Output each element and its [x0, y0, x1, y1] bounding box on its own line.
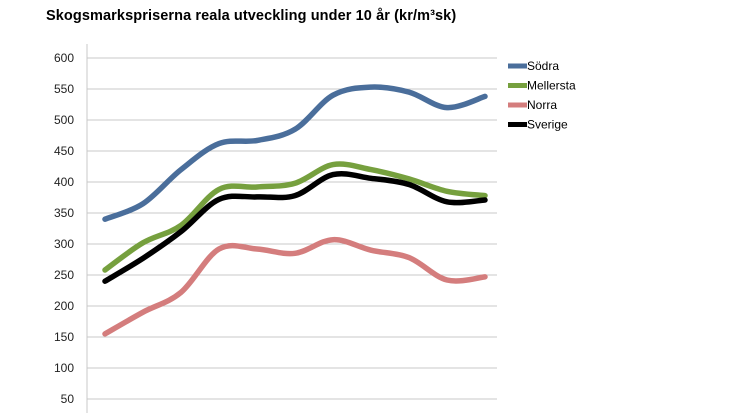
series-lines: [102, 84, 488, 337]
y-tick-label: 350: [54, 206, 74, 220]
legend-label: Norra: [527, 98, 557, 112]
legend-label: Mellersta: [527, 79, 576, 93]
legend-label: Sverige: [527, 118, 568, 132]
y-tick-label: 100: [54, 361, 74, 375]
series-line-mellersta: [102, 161, 488, 273]
y-tick-label: 200: [54, 299, 74, 313]
legend: Södra Mellersta Norra Sverige: [508, 59, 576, 132]
y-tick-label: 500: [54, 113, 74, 127]
y-tick-label: 450: [54, 144, 74, 158]
gridlines: [86, 44, 497, 413]
y-tick-label: 50: [61, 392, 75, 406]
chart-title: Skogsmarkspriserna reala utveckling unde…: [46, 8, 457, 24]
series-line-s-dra: [102, 84, 488, 222]
legend-label: Södra: [527, 59, 559, 73]
y-tick-label: 150: [54, 330, 74, 344]
y-tick-label: 300: [54, 237, 74, 251]
y-axis-ticks: 50 100 150 200 250 300 350 400 450 500 550 600: [54, 51, 74, 406]
y-tick-label: 550: [54, 82, 74, 96]
y-tick-label: 250: [54, 268, 74, 282]
series-line-norra: [102, 236, 488, 337]
y-tick-label: 400: [54, 175, 74, 189]
series-line-sverige: [102, 170, 488, 284]
y-tick-label: 600: [54, 51, 74, 65]
